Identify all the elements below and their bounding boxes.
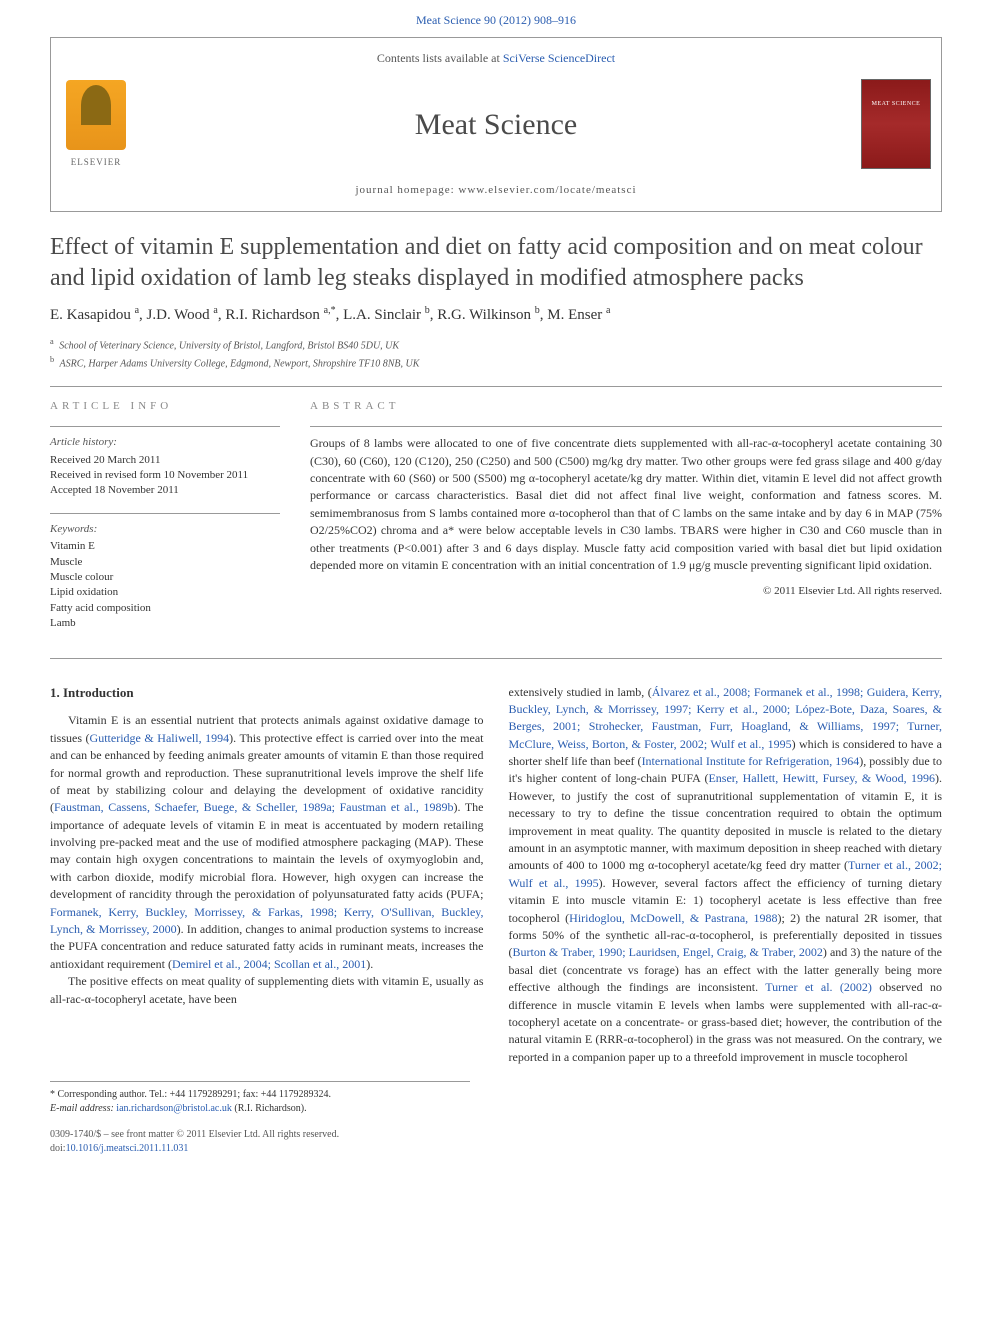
article-history: Article history: Received 20 March 2011 … [50,426,280,499]
homepage-label: journal homepage: [355,184,458,196]
header-center: Contents lists available at SciVerse Sci… [141,38,851,211]
keyword: Lipid oxidation [50,585,280,600]
email-label: E-mail address: [50,1103,116,1114]
section-heading-intro: 1. Introduction [50,684,484,703]
paragraph: extensively studied in lamb, (Álvarez et… [509,684,943,1067]
elsevier-label: ELSEVIER [71,156,122,169]
abstract: ABSTRACT Groups of 8 lambs were allocate… [310,399,942,646]
ref-link[interactable]: Álvarez et al., 2008; Formanek et al., 1… [509,685,943,751]
sciencedirect-link[interactable]: SciVerse ScienceDirect [503,51,615,65]
email-link[interactable]: ian.richardson@bristol.ac.uk [116,1103,232,1114]
info-abstract-row: ARTICLE INFO Article history: Received 2… [50,399,942,646]
journal-cover [851,38,941,211]
elsevier-logo: ELSEVIER [51,38,141,211]
keyword: Vitamin E [50,539,280,554]
paragraph: Vitamin E is an essential nutrient that … [50,712,484,973]
elsevier-tree-icon [66,80,126,150]
authors-list: E. Kasapidou a, J.D. Wood a, R.I. Richar… [50,304,942,326]
ref-link[interactable]: Gutteridge & Haliwell, 1994 [90,731,230,745]
divider [50,658,942,659]
article-info-heading: ARTICLE INFO [50,399,280,414]
history-revised: Received in revised form 10 November 201… [50,468,280,483]
keywords-label: Keywords: [50,522,280,537]
citation-header: Meat Science 90 (2012) 908–916 [0,0,992,37]
keyword: Muscle colour [50,570,280,585]
corresponding-author-footnote: * Corresponding author. Tel.: +44 117928… [50,1081,470,1116]
ref-link[interactable]: Faustman, Cassens, Schaefer, Buege, & Sc… [54,800,453,814]
footer: 0309-1740/$ – see front matter © 2011 El… [50,1128,942,1156]
affiliations: a School of Veterinary Science, Universi… [50,336,942,371]
journal-name: Meat Science [141,104,851,146]
ref-link[interactable]: Hiridoglou, McDowell, & Pastrana, 1988 [569,911,777,925]
ref-link[interactable]: Demirel et al., 2004; Scollan et al., 20… [172,957,366,971]
keywords-block: Keywords: Vitamin EMuscleMuscle colourLi… [50,513,280,632]
abstract-heading: ABSTRACT [310,399,942,414]
abstract-copyright: © 2011 Elsevier Ltd. All rights reserved… [310,584,942,599]
paragraph: The positive effects on meat quality of … [50,973,484,1008]
ref-link[interactable]: Enser, Hallett, Hewitt, Fursey, & Wood, … [708,771,935,785]
corr-author-line: * Corresponding author. Tel.: +44 117928… [50,1088,470,1102]
divider [50,386,942,387]
column-right: extensively studied in lamb, (Álvarez et… [509,684,943,1067]
keyword: Muscle [50,555,280,570]
history-received: Received 20 March 2011 [50,453,280,468]
article-title: Effect of vitamin E supplementation and … [50,232,942,294]
affiliation: a School of Veterinary Science, Universi… [50,336,942,353]
doi-link[interactable]: 10.1016/j.meatsci.2011.11.031 [66,1143,189,1154]
ref-link[interactable]: Burton & Traber, 1990; Lauridsen, Engel,… [513,945,823,959]
ref-link[interactable]: International Institute for Refrigeratio… [642,754,860,768]
affiliation: b ASRC, Harper Adams University College,… [50,354,942,371]
history-label: Article history: [50,435,280,450]
ref-link[interactable]: Turner et al., 2002; Wulf et al., 1995 [509,858,943,889]
journal-header: ELSEVIER Contents lists available at Sci… [50,37,942,212]
column-left: 1. Introduction Vitamin E is an essentia… [50,684,484,1067]
footer-doi: doi:10.1016/j.meatsci.2011.11.031 [50,1142,942,1156]
journal-citation-link[interactable]: Meat Science 90 (2012) 908–916 [416,13,576,27]
footer-copyright: 0309-1740/$ – see front matter © 2011 El… [50,1128,942,1142]
abstract-text: Groups of 8 lambs were allocated to one … [310,426,942,574]
article-info: ARTICLE INFO Article history: Received 2… [50,399,280,646]
contents-text: Contents lists available at [377,51,503,65]
email-line: E-mail address: ian.richardson@bristol.a… [50,1102,470,1116]
keyword: Lamb [50,616,280,631]
ref-link[interactable]: Formanek, Kerry, Buckley, Morrissey, & F… [50,905,484,936]
homepage-line: journal homepage: www.elsevier.com/locat… [141,183,851,198]
ref-link[interactable]: Turner et al. (2002) [765,980,872,994]
body-columns: 1. Introduction Vitamin E is an essentia… [50,684,942,1067]
keyword: Fatty acid composition [50,601,280,616]
email-name: (R.I. Richardson). [232,1103,307,1114]
contents-line: Contents lists available at SciVerse Sci… [141,50,851,67]
history-accepted: Accepted 18 November 2011 [50,483,280,498]
cover-image [861,79,931,169]
homepage-url[interactable]: www.elsevier.com/locate/meatsci [458,184,636,196]
